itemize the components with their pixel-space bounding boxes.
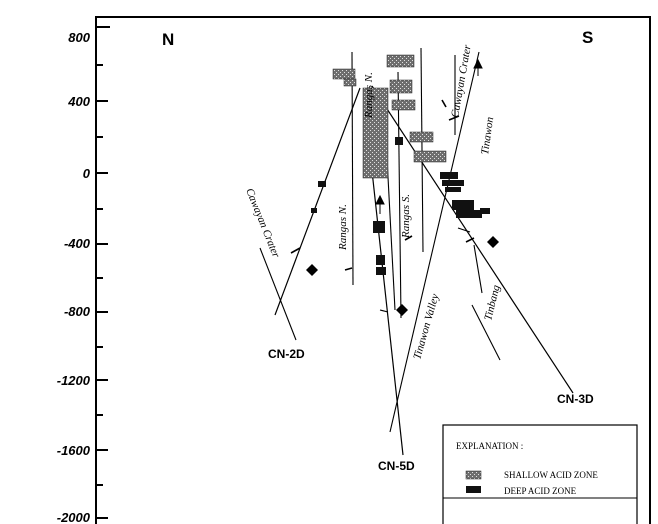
frame	[95, 16, 651, 524]
well-end-markers	[306, 236, 499, 316]
fault-label-rangas-s: Rangas S.	[400, 194, 412, 239]
tick-label-minus-2000: -2000	[57, 510, 91, 524]
legend-label-deep: DEEP ACID ZONE	[504, 486, 577, 496]
diamond-marker-cn2d	[306, 264, 318, 276]
well-label-cn3d: CN-3D	[557, 392, 594, 406]
fault-label-cawayan-crater-left: Cawayan Crater	[243, 187, 282, 260]
tick-label-800: 800	[68, 30, 90, 45]
depth-axis	[96, 26, 110, 519]
legend-label-shallow: SHALLOW ACID ZONE	[504, 470, 598, 480]
direction-south: S	[582, 28, 593, 47]
fault-offset-marks	[290, 99, 475, 271]
fault-label-cawayan-crater-top: Cawayan Crater	[449, 43, 474, 118]
legend-swatch-shallow	[465, 470, 482, 480]
tick-label-minus-400: -400	[64, 236, 91, 251]
deep-acid-zones	[311, 137, 490, 275]
tick-label-0: 0	[83, 166, 91, 181]
well-label-cn5d: CN-5D	[378, 459, 415, 473]
diamond-marker-cn3d	[487, 236, 499, 248]
shallow-acid-zones	[332, 54, 447, 179]
tick-label-minus-800: -800	[64, 304, 91, 319]
tick-label-minus-1200: -1200	[57, 373, 91, 388]
fault-label-tinawon-top: Tinawon	[479, 116, 496, 156]
legend: EXPLANATION : SHALLOW ACID ZONE DEEP ACI…	[442, 424, 638, 524]
legend-swatch-deep	[466, 486, 481, 493]
fault-label-tinbang: Tinbang	[482, 283, 502, 321]
diamond-marker-cn5d	[396, 304, 408, 316]
well-trajectories	[274, 85, 574, 456]
tick-label-400: 400	[67, 94, 90, 109]
fault-lines	[259, 47, 501, 433]
fault-label-rangas-n-top: Rangas N.	[363, 72, 375, 119]
movement-arrows	[375, 58, 483, 214]
depth-tick-labels: 800 400 0 -400 -800 -1200 -1600 -2000	[57, 30, 91, 524]
fault-label-tinawon-valley: Tinawon Valley	[411, 292, 441, 360]
fault-label-rangas-n-mid: Rangas N.	[337, 204, 349, 251]
tick-label-minus-1600: -1600	[57, 443, 91, 458]
well-label-cn2d: CN-2D	[268, 347, 305, 361]
legend-title: EXPLANATION :	[456, 441, 523, 451]
direction-north: N	[162, 30, 174, 49]
